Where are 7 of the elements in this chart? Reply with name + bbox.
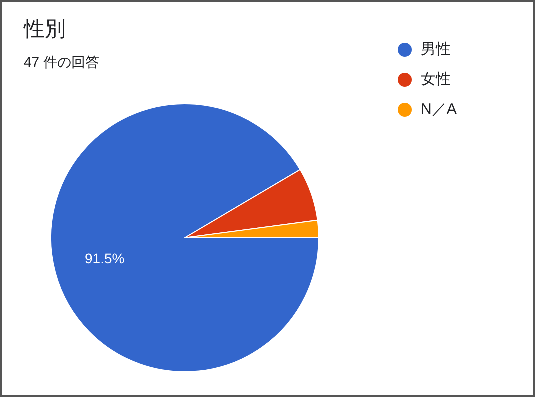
legend-label: 男性: [421, 40, 451, 58]
legend-label: 女性: [421, 70, 451, 88]
text: 47 件の回答: [24, 54, 100, 70]
chart-title: 性別: [23, 18, 66, 41]
pie-slice: [50, 104, 320, 372]
data-label: 91.5%: [85, 250, 125, 267]
legend-label: N／A: [421, 100, 457, 118]
